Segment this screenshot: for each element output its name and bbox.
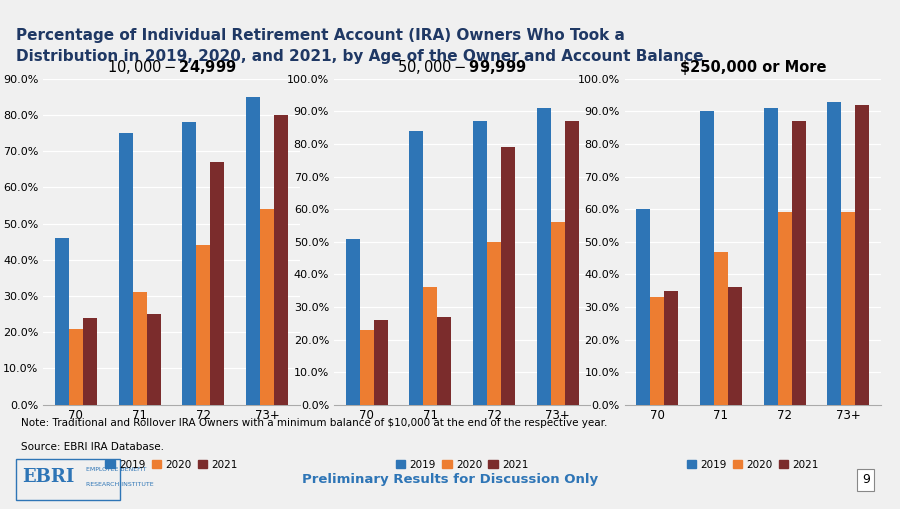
Bar [551, 222, 564, 405]
Text: EMPLOYEE BENEFIT: EMPLOYEE BENEFIT [86, 467, 146, 472]
Bar [664, 291, 679, 405]
Title: $250,000 or More: $250,000 or More [680, 60, 826, 75]
Bar [536, 108, 551, 405]
Text: Preliminary Results for Discussion Only: Preliminary Results for Discussion Only [302, 473, 598, 486]
Text: EBRI: EBRI [22, 468, 75, 486]
Bar [69, 329, 83, 405]
Legend: 2019, 2020, 2021: 2019, 2020, 2021 [101, 456, 242, 474]
Text: RESEARCH INSTITUTE: RESEARCH INSTITUTE [86, 482, 153, 487]
Bar [360, 330, 373, 405]
Bar [83, 318, 97, 405]
Bar [855, 105, 869, 405]
Bar [346, 239, 360, 405]
Bar [260, 209, 274, 405]
Bar [564, 121, 579, 405]
Bar [410, 131, 423, 405]
Bar [778, 212, 792, 405]
Bar [728, 288, 742, 405]
Bar [55, 238, 69, 405]
Bar [246, 97, 260, 405]
Bar [764, 108, 778, 405]
Bar [183, 122, 196, 405]
Title: $10,000-$24,999: $10,000-$24,999 [107, 58, 236, 76]
Bar [374, 320, 388, 405]
Bar [119, 133, 132, 405]
Bar [792, 121, 806, 405]
Bar [147, 314, 160, 405]
Bar [651, 297, 664, 405]
Bar [636, 209, 651, 405]
Title: $50,000-$99,999: $50,000-$99,999 [398, 58, 526, 76]
Bar [714, 251, 728, 405]
Bar [274, 115, 288, 405]
Bar [423, 288, 437, 405]
Bar [827, 102, 842, 405]
Legend: 2019, 2020, 2021: 2019, 2020, 2021 [682, 456, 824, 474]
Text: 9: 9 [862, 473, 869, 486]
Bar [842, 212, 855, 405]
Bar [487, 242, 501, 405]
Bar [473, 121, 487, 405]
Bar [700, 111, 714, 405]
Bar [501, 147, 515, 405]
Text: Note: Traditional and Rollover IRA Owners with a minimum balance of $10,000 at t: Note: Traditional and Rollover IRA Owner… [21, 418, 608, 428]
Text: Percentage of Individual Retirement Account (IRA) Owners Who Took a
Distribution: Percentage of Individual Retirement Acco… [16, 28, 704, 64]
Bar [437, 317, 451, 405]
Text: Source: EBRI IRA Database.: Source: EBRI IRA Database. [21, 442, 164, 452]
Bar [211, 162, 224, 405]
Legend: 2019, 2020, 2021: 2019, 2020, 2021 [392, 456, 533, 474]
Bar [196, 245, 211, 405]
Bar [132, 293, 147, 405]
